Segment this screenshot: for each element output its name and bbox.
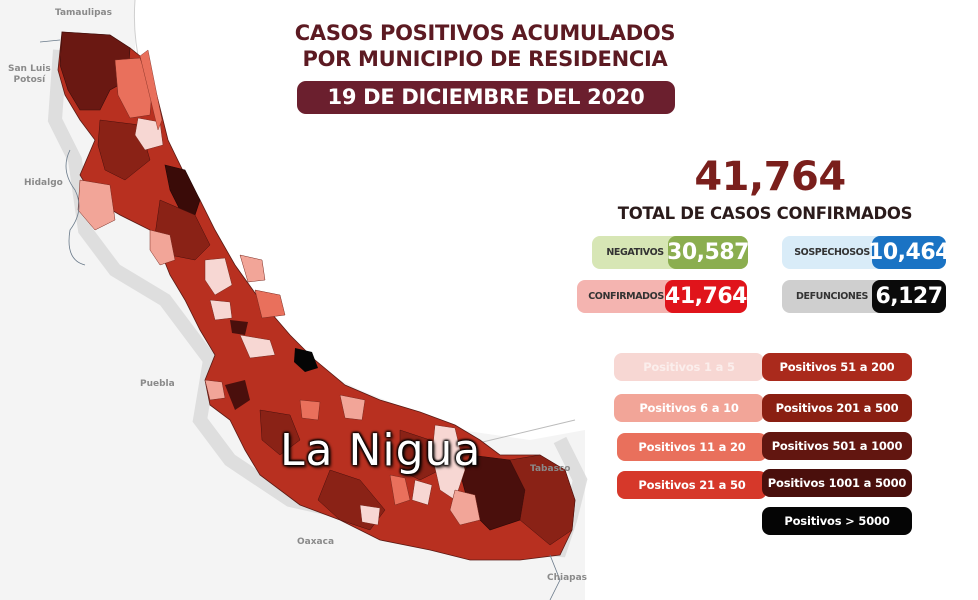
stat-sospechosos-value: 10,464 [868,236,950,269]
state-label-san-luis-potosi: San Luis Potosí [8,64,51,86]
title-line-1: CASOS POSITIVOS ACUMULADOS [294,21,676,45]
state-label-oaxaca: Oaxaca [297,537,335,547]
legend-item-6-10: Positivos 6 a 10 [614,394,764,422]
stat-negativos-value: 30,587 [667,236,749,269]
stat-defunciones: DEFUNCIONES 6,127 [782,280,946,313]
total-confirmed-number: 41,764 [694,154,846,200]
legend-item-1001-5000: Positivos 1001 a 5000 [762,469,912,497]
stat-confirmados: CONFIRMADOS 41,764 [577,280,747,313]
state-label-slp-line1: San Luis [8,64,51,74]
legend-item-51-200: Positivos 51 a 200 [762,353,912,381]
stat-negativos: NEGATIVOS 30,587 [592,236,749,269]
legend-item-11-20: Positivos 11 a 20 [617,433,767,461]
stat-sospechosos-label: SOSPECHOSOS [794,247,870,258]
state-label-slp-line2: Potosí [13,75,46,85]
stat-confirmados-label: CONFIRMADOS [588,291,664,302]
stat-sospechosos: SOSPECHOSOS 10,464 [782,236,950,269]
legend-item-501-1000: Positivos 501 a 1000 [762,432,912,460]
legend-item-21-50: Positivos 21 a 50 [617,471,767,499]
state-label-hidalgo: Hidalgo [24,178,63,188]
legend-item-over-5000: Positivos > 5000 [762,507,912,535]
legend-item-1-5: Positivos 1 a 5 [614,353,764,381]
state-label-chiapas: Chiapas [547,573,588,583]
page-title: CASOS POSITIVOS ACUMULADOS POR MUNICIPIO… [270,20,700,72]
state-label-tabasco: Tabasco [530,464,571,474]
state-label-puebla: Puebla [140,379,175,389]
date-badge: 19 DE DICIEMBRE DEL 2020 [297,81,675,114]
stat-negativos-label: NEGATIVOS [606,247,664,258]
title-line-2: POR MUNICIPIO DE RESIDENCIA [302,47,668,71]
legend-item-201-500: Positivos 201 a 500 [762,394,912,422]
stat-defunciones-value: 6,127 [872,280,946,313]
total-confirmed-label: TOTAL DE CASOS CONFIRMADOS [617,204,913,223]
stat-defunciones-label: DEFUNCIONES [796,291,868,302]
stat-confirmados-value: 41,764 [665,280,747,313]
state-label-tamaulipas: Tamaulipas [55,8,112,18]
watermark-text: La Nigua [280,425,482,476]
